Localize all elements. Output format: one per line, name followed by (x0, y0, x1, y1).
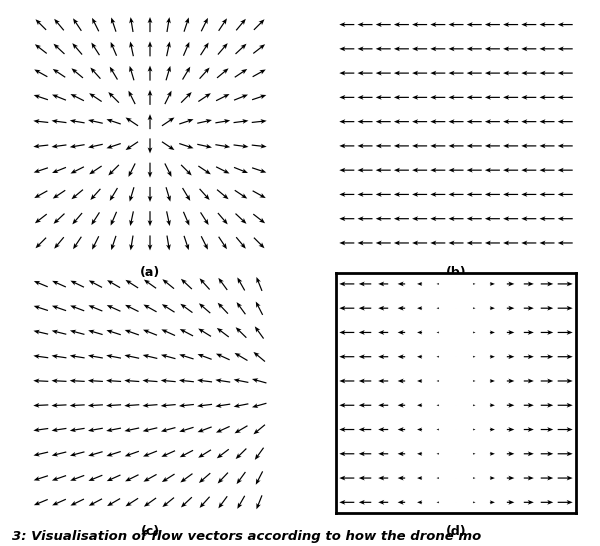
Text: 3: Visualisation of flow vectors according to how the drone mo: 3: Visualisation of flow vectors accordi… (12, 530, 481, 543)
Text: (c): (c) (140, 525, 160, 538)
Text: (a): (a) (140, 266, 160, 279)
Text: (b): (b) (446, 266, 466, 279)
Text: (d): (d) (446, 525, 466, 538)
